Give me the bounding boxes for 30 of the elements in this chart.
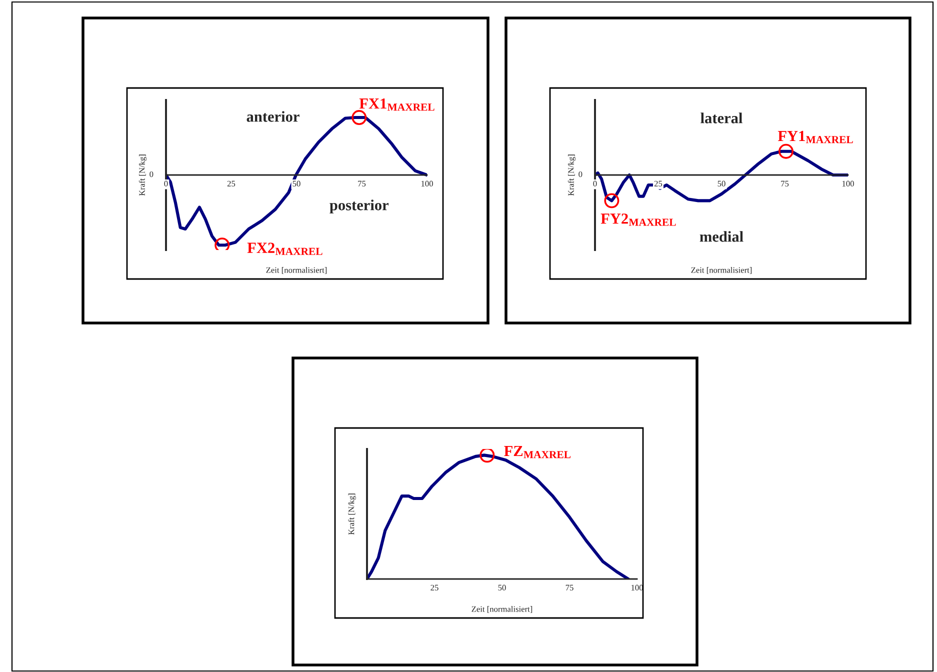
text: medial [700,231,744,242]
text: lateral [700,112,742,124]
x-tick-label: 75 [358,180,366,186]
y-axis-title: Kraft [N/kg] [348,494,356,535]
text: 0 [150,171,154,178]
x-tick-label: 50 [718,180,726,186]
x-tick-label: 50 [498,584,506,590]
x-tick-label: 75 [781,180,789,186]
x-tick-label: 100 [421,180,433,186]
x-axis-title: Zeit [normalisiert] [472,606,532,613]
annotation: anterior [246,111,300,122]
y-axis-title: Kraft [N/kg] [568,154,576,196]
y-axis-title: Kraft [N/kg] [138,154,147,196]
x-tick-label: 0 [164,180,168,186]
annotation: FZ$_{MAXREL}$ [504,446,571,458]
x-axis-title: Zeit [normalisiert] [691,267,752,274]
x-tick-label: 50 [292,180,300,186]
annotation: FX1$_{MAXREL}$ [359,98,434,111]
annotation: FY1$_{MAXREL}$ [778,130,853,144]
text: 0 [578,171,582,178]
annotation: FX2$_{MAXREL}$ [247,242,322,255]
x-tick-label: 25 [430,584,438,590]
annotation: posterior [330,200,389,214]
annotation: FY2$_{MAXREL}$ [600,214,676,226]
x-tick-label: 100 [842,180,854,186]
x-tick-label: 25 [227,180,236,186]
x-tick-label: 25 [654,180,662,186]
x-tick-label: 0 [593,180,597,186]
x-tick-label: 75 [566,584,574,590]
x-axis-title: Zeit [normalisiert] [266,267,327,274]
